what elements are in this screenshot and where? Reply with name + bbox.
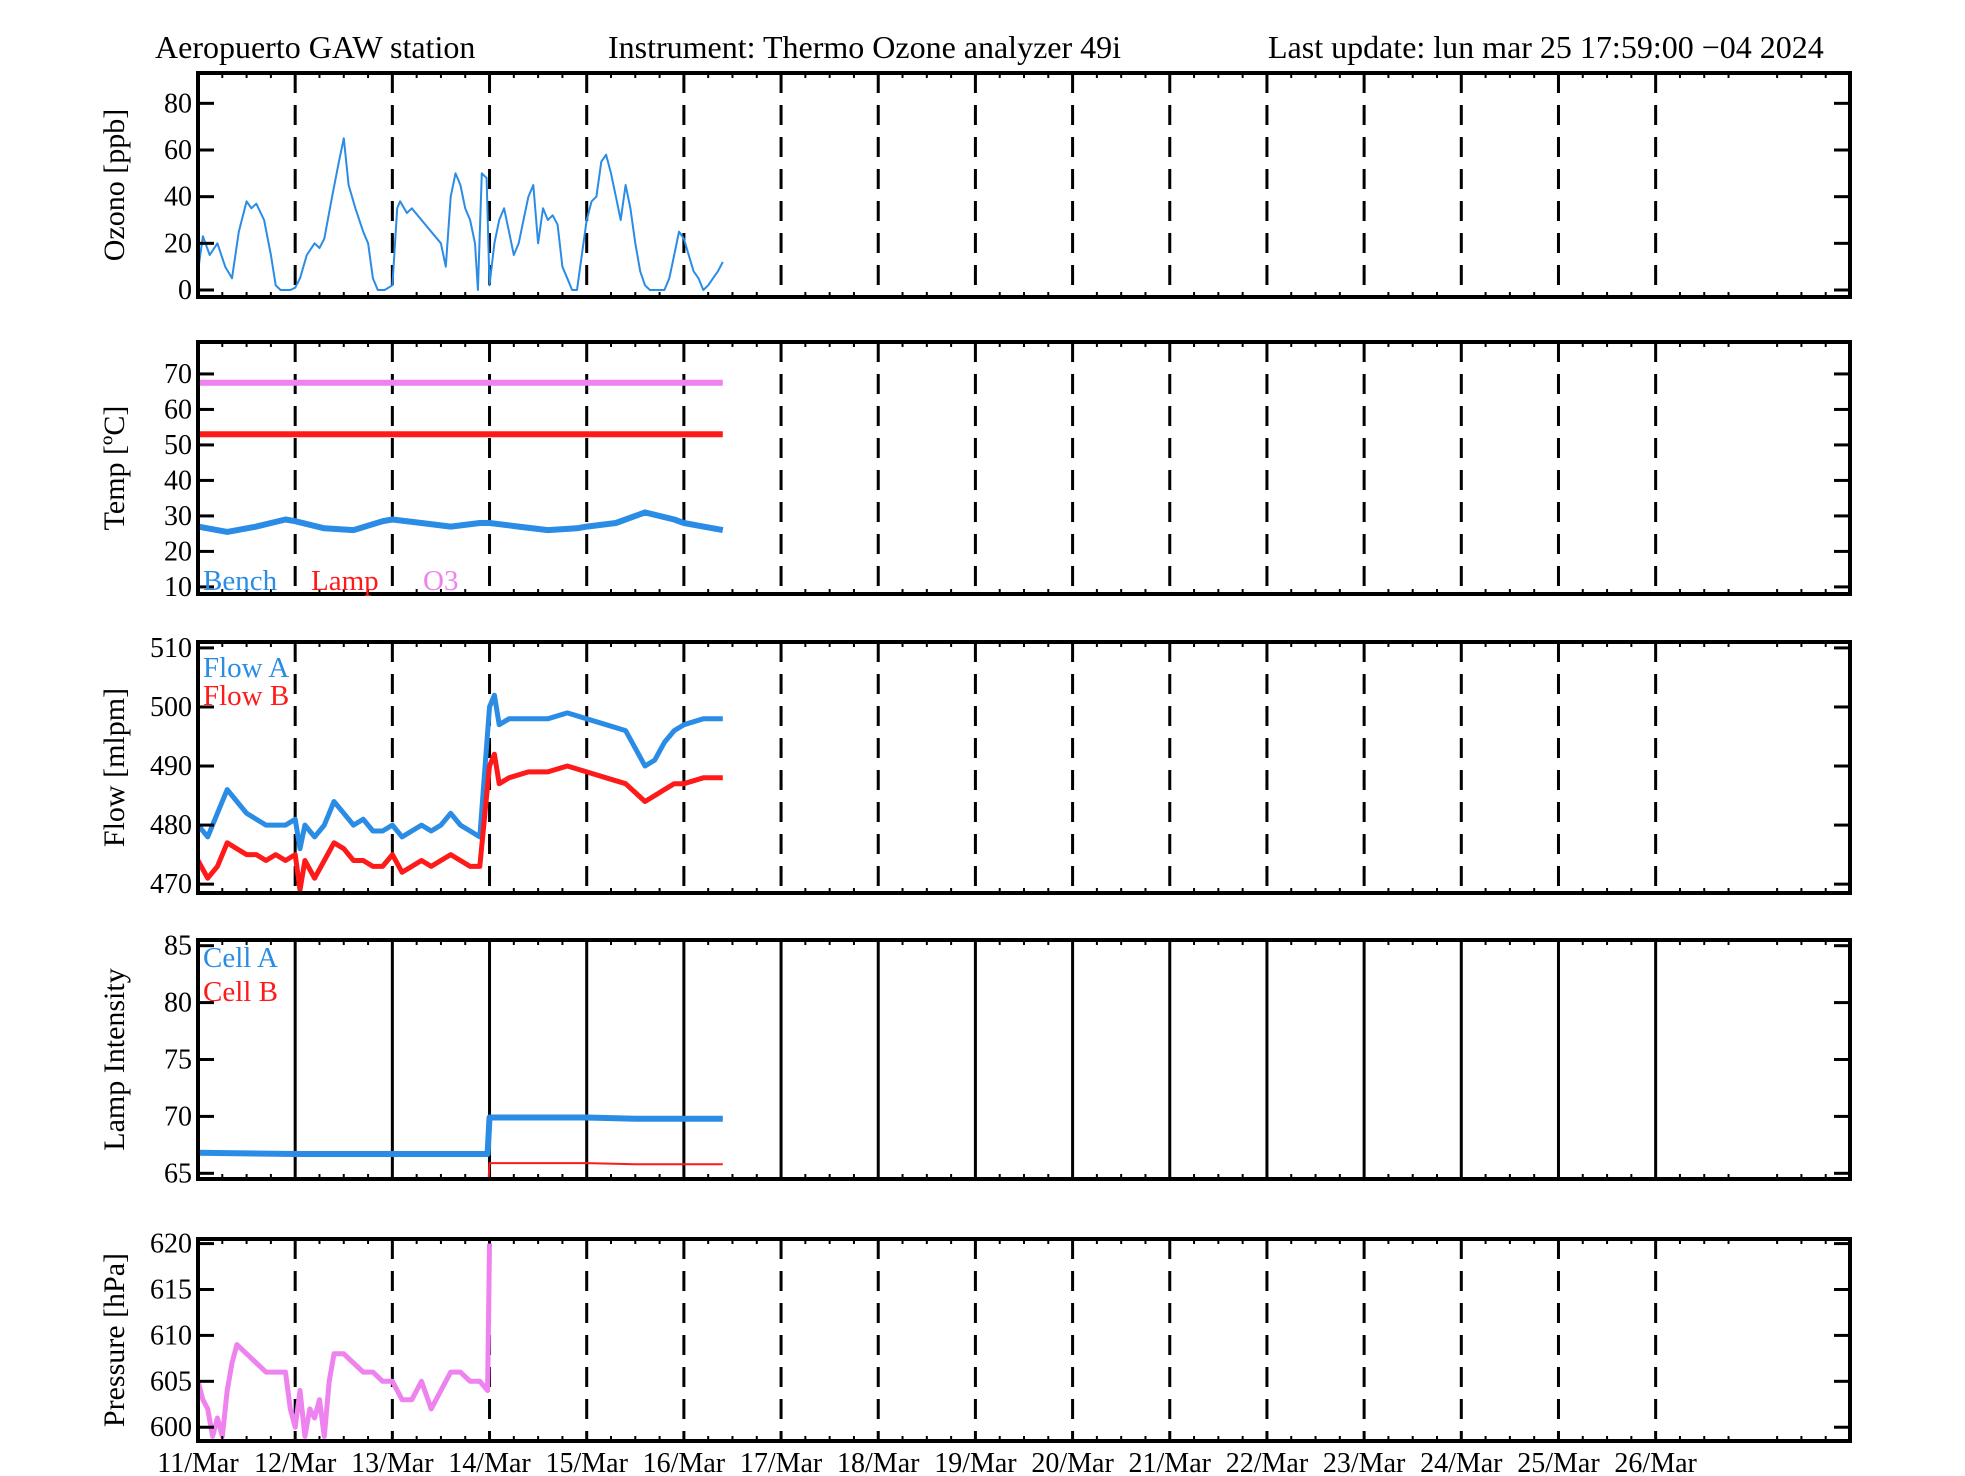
- y-tick-label: 10: [164, 572, 192, 603]
- legend-entry: Lamp: [311, 565, 379, 597]
- y-tick-label: 40: [164, 182, 192, 213]
- last-update-title: Last update: lun mar 25 17:59:00 −04 202…: [1268, 29, 1824, 65]
- legend-entry: Flow B: [203, 680, 289, 712]
- y-tick-label: 65: [164, 1158, 192, 1189]
- plot-frame: [196, 1237, 1852, 1443]
- x-tick-label: 26/Mar: [1614, 1448, 1697, 1476]
- y-tick-label: 60: [164, 394, 192, 425]
- y-tick-label: 605: [150, 1366, 192, 1397]
- y-axis-label: Ozono [ppb]: [98, 109, 131, 261]
- station-title: Aeropuerto GAW station: [155, 29, 475, 65]
- x-tick-label: 18/Mar: [837, 1448, 920, 1476]
- x-tick-label: 25/Mar: [1517, 1448, 1600, 1476]
- x-tick-label: 24/Mar: [1420, 1448, 1503, 1476]
- instrument-title: Instrument: Thermo Ozone analyzer 49i: [608, 29, 1121, 65]
- y-tick-label: 30: [164, 501, 192, 532]
- y-axis-label: Lamp Intensity: [98, 968, 131, 1150]
- x-tick-label: 15/Mar: [545, 1448, 628, 1476]
- y-tick-label: 80: [164, 988, 192, 1019]
- y-tick-label: 510: [150, 633, 192, 664]
- chart-panels: 0 20 40 60 80 Ozono [ppb] 10 20 30 40 50 60 70 Temp […: [98, 71, 1852, 1476]
- y-axis-label: Temp [ºC]: [98, 406, 131, 531]
- y-tick-label: 20: [164, 536, 192, 567]
- y-tick-label: 490: [150, 751, 192, 782]
- y-tick-label: 470: [150, 869, 192, 900]
- legend-entry: Cell B: [203, 976, 278, 1008]
- series-line-main: [198, 137, 724, 291]
- legend-entry: Flow A: [203, 652, 289, 684]
- y-tick-label: 480: [150, 810, 192, 841]
- y-tick-label: 80: [164, 88, 192, 119]
- x-tick-label: 20/Mar: [1031, 1448, 1114, 1476]
- x-tick-label: 13/Mar: [351, 1448, 434, 1476]
- x-tick-label: 14/Mar: [448, 1448, 531, 1476]
- y-tick-label: 70: [164, 359, 192, 390]
- series-line-cell-b: [487, 1162, 723, 1179]
- legend-entry: Bench: [203, 565, 278, 597]
- y-tick-label: 60: [164, 135, 192, 166]
- x-tick-label: 19/Mar: [934, 1448, 1017, 1476]
- y-tick-label: 615: [150, 1275, 192, 1306]
- x-tick-label: 17/Mar: [740, 1448, 823, 1476]
- panel-1: 0 20 40 60 80 Ozono [ppb]: [98, 71, 1852, 306]
- x-tick-label: 21/Mar: [1129, 1448, 1212, 1476]
- x-tick-label: 22/Mar: [1226, 1448, 1309, 1476]
- x-tick-label: 16/Mar: [643, 1448, 726, 1476]
- legend-entry: Cell A: [203, 942, 278, 974]
- series-line-main: [198, 1243, 492, 1439]
- y-tick-label: 50: [164, 430, 192, 461]
- y-tick-label: 75: [164, 1045, 192, 1076]
- y-tick-label: 500: [150, 692, 192, 723]
- y-tick-label: 20: [164, 228, 192, 259]
- series-line-flow-b: [198, 751, 723, 893]
- y-tick-label: 600: [150, 1412, 192, 1443]
- legend-entry: O3: [423, 565, 458, 597]
- y-tick-label: 620: [150, 1229, 192, 1260]
- y-tick-label: 70: [164, 1101, 192, 1132]
- series-line-bench: [198, 509, 724, 535]
- y-tick-label: 0: [178, 275, 192, 306]
- y-tick-label: 40: [164, 465, 192, 496]
- panel-2: 10 20 30 40 50 60 70 Temp [ºC] Bench Lamp O3: [98, 340, 1852, 603]
- x-tick-label: 12/Mar: [254, 1448, 337, 1476]
- y-axis-label: Pressure [hPa]: [98, 1253, 131, 1427]
- series-line-flow-a: [198, 692, 723, 852]
- plot-frame: [196, 938, 1852, 1181]
- series-line-cell-a: [198, 1114, 723, 1157]
- x-tick-label: 23/Mar: [1323, 1448, 1406, 1476]
- x-tick-label: 11/Mar: [157, 1448, 239, 1476]
- panel-5: 600 605 610 615 620 Pressure [hPa] 11/Mar 12/Ma…: [98, 1229, 1852, 1476]
- y-tick-label: 85: [164, 931, 192, 962]
- y-axis-label: Flow [mlpm]: [98, 688, 131, 847]
- y-tick-label: 610: [150, 1320, 192, 1351]
